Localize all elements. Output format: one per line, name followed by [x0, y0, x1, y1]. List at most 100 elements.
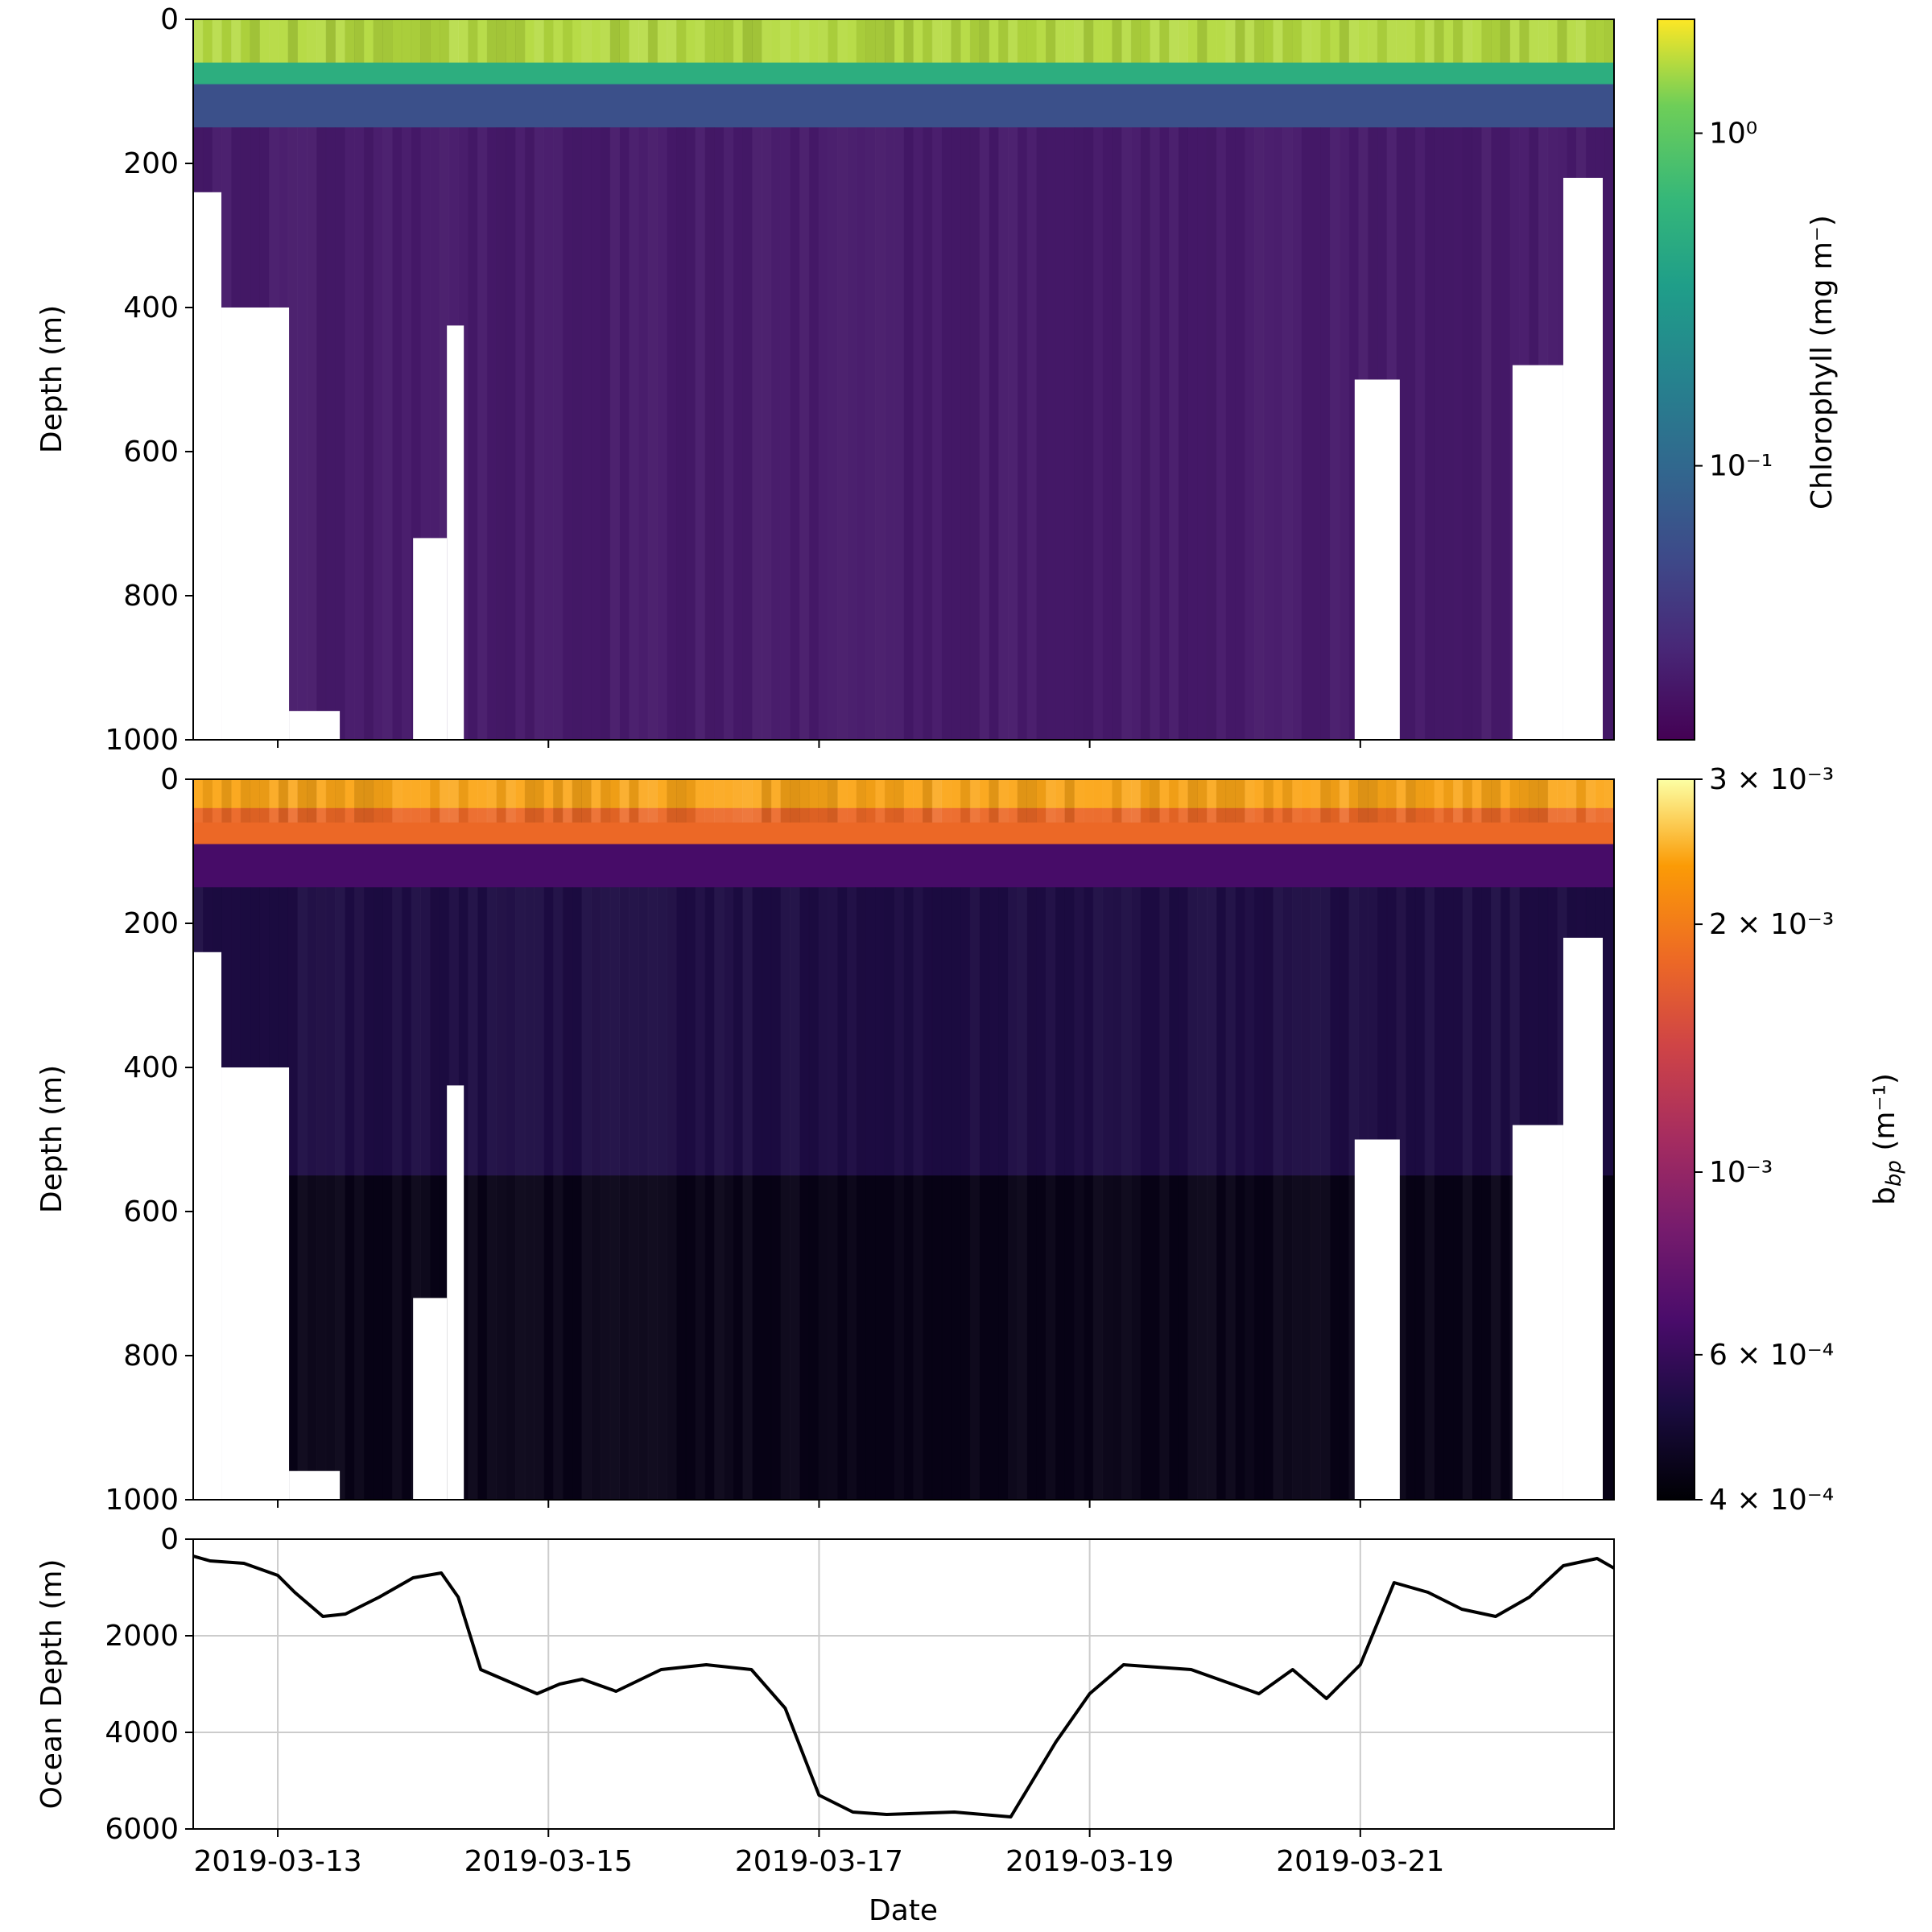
- profile-shade: [695, 127, 705, 740]
- surface-shade: [1055, 19, 1066, 63]
- y-tick-label: 800: [123, 1340, 179, 1373]
- surface-shade: [212, 779, 222, 823]
- surface-shade: [1604, 19, 1614, 63]
- surface-shade: [1547, 19, 1558, 63]
- surface-shade: [884, 779, 895, 823]
- no-data-region: [1563, 177, 1603, 740]
- surface-shade: [846, 779, 857, 823]
- surface-shade: [1557, 19, 1567, 63]
- profile-shade: [1178, 127, 1188, 740]
- surface-shade: [515, 19, 526, 63]
- profile-shade: [696, 887, 705, 1500]
- chlorophyll-noise: [193, 19, 1614, 740]
- y-tick-label: 0: [160, 3, 179, 36]
- surface-shade: [373, 779, 383, 823]
- profile-shade: [1216, 887, 1226, 1500]
- profile-shade: [506, 127, 516, 740]
- profile-shade: [1425, 887, 1435, 1500]
- surface-shade: [1452, 779, 1463, 823]
- surface-shade: [345, 19, 355, 63]
- surface-shade: [609, 19, 620, 63]
- profile-shade: [601, 887, 610, 1500]
- surface-shade: [202, 19, 213, 63]
- bbp-symbol: b: [1868, 1187, 1901, 1205]
- profile-shade: [1330, 887, 1340, 1500]
- surface-shade: [335, 779, 345, 823]
- surface-shade: [1036, 779, 1046, 823]
- surface-shade: [562, 779, 573, 823]
- surface-shade: [1320, 19, 1331, 63]
- surface-shade: [609, 779, 620, 823]
- no-data-region: [1354, 1139, 1400, 1500]
- profile-shade: [1007, 127, 1018, 740]
- surface-shade: [287, 19, 298, 63]
- surface-shade: [1377, 19, 1388, 63]
- profile-shade: [865, 887, 875, 1500]
- profile-shade: [733, 887, 743, 1500]
- surface-shade: [1084, 19, 1094, 63]
- profile-shade: [752, 887, 762, 1500]
- profile-shade: [1131, 887, 1141, 1500]
- surface-shade: [1150, 779, 1160, 823]
- surface-shade: [762, 19, 772, 63]
- profile-shade: [1254, 127, 1264, 740]
- surface-shade: [1481, 19, 1492, 63]
- profile-shade: [894, 127, 904, 740]
- surface-shade: [486, 19, 497, 63]
- surface-shade: [363, 779, 374, 823]
- profile-shade: [1434, 887, 1443, 1500]
- profile-shade: [610, 127, 620, 740]
- profile-shade: [1121, 127, 1131, 740]
- profile-shade: [1604, 887, 1614, 1500]
- profile-shade: [1264, 127, 1274, 740]
- x-tick-label: 2019-03-19: [1005, 1845, 1174, 1878]
- surface-shade: [1396, 779, 1406, 823]
- surface-shade: [1491, 779, 1501, 823]
- surface-shade: [287, 779, 298, 823]
- colorbar-tick-label: 2 × 10⁻³: [1709, 908, 1834, 941]
- profile-shade: [724, 887, 733, 1500]
- profile-shade: [1216, 127, 1226, 740]
- profile-shade: [1282, 887, 1292, 1500]
- surface-shade: [1547, 779, 1558, 823]
- surface-shade: [1102, 779, 1113, 823]
- surface-shade: [1377, 779, 1388, 823]
- y-tick-label: 400: [123, 1051, 179, 1084]
- surface-shade: [269, 19, 279, 63]
- profile-shade: [591, 887, 601, 1500]
- profile-shade: [884, 887, 895, 1500]
- surface-shade: [591, 19, 601, 63]
- profile-shade: [1443, 887, 1453, 1500]
- profile-shade: [837, 127, 848, 740]
- profile-shade: [1084, 887, 1093, 1500]
- surface-shade: [1472, 779, 1482, 823]
- profile-shade: [1084, 127, 1094, 740]
- surface-shade: [1225, 779, 1236, 823]
- surface-shade: [1245, 19, 1255, 63]
- surface-shade: [1074, 19, 1084, 63]
- surface-shade: [468, 19, 478, 63]
- surface-shade: [931, 779, 943, 823]
- surface-shade: [373, 19, 383, 63]
- profile-shade: [1406, 127, 1415, 740]
- profile-shade: [1207, 887, 1217, 1500]
- profile-shade: [903, 127, 914, 740]
- backscatter-noise: [193, 779, 1614, 1500]
- profile-shade: [402, 887, 411, 1500]
- surface-shade: [240, 19, 251, 63]
- profile-shade: [742, 127, 752, 740]
- surface-shade: [752, 779, 762, 823]
- profile-shade: [1434, 127, 1443, 740]
- profile-shade: [629, 127, 638, 740]
- profile-shade: [1055, 127, 1065, 740]
- surface-shade: [629, 19, 639, 63]
- colorbar-tick-label: 10⁻¹: [1709, 450, 1773, 483]
- surface-shade: [1017, 19, 1027, 63]
- profile-shade: [1311, 127, 1320, 740]
- surface-shade: [903, 19, 914, 63]
- profile-shade: [1046, 127, 1055, 740]
- surface-shade: [837, 779, 848, 823]
- surface-shade: [1330, 19, 1340, 63]
- profile-shade: [1340, 127, 1349, 740]
